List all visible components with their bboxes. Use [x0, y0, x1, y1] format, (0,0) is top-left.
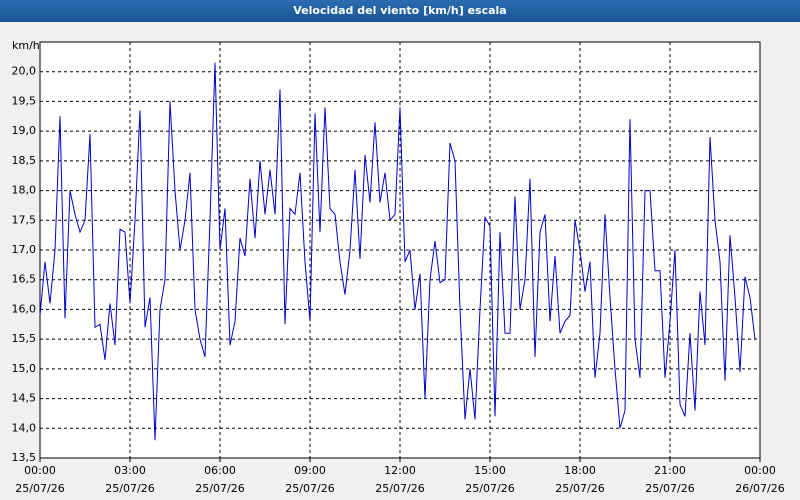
- title-bar: Velocidad del viento [km/h] escala: [0, 0, 800, 22]
- y-tick-label: 18,0: [12, 184, 37, 197]
- y-tick-label: 20,0: [12, 65, 37, 78]
- y-tick-label: 19,5: [12, 94, 37, 107]
- plot-border: [39, 41, 761, 459]
- y-tick-label: 16,5: [12, 273, 37, 286]
- x-tick-label: 18:00 25/07/26: [555, 464, 605, 495]
- x-tick-label: 03:00 25/07/26: [105, 464, 155, 495]
- y-tick-label: 17,5: [12, 213, 37, 226]
- x-tick-label: 00:00 25/07/26: [15, 464, 65, 495]
- y-axis-label: km/h: [12, 39, 40, 52]
- y-tick-label: 17,0: [12, 243, 37, 256]
- x-tick-label: 15:00 25/07/26: [465, 464, 515, 495]
- y-tick-label: 14,0: [12, 421, 37, 434]
- x-tick-label: 21:00 25/07/26: [645, 464, 695, 495]
- data-line: [39, 62, 756, 441]
- y-tick-label: 15,5: [12, 332, 37, 345]
- y-tick-label: 15,0: [12, 362, 37, 375]
- x-tick-label: 09:00 25/07/26: [285, 464, 335, 495]
- x-tick-label: 00:00 26/07/26: [735, 464, 785, 495]
- x-tick-label: 12:00 25/07/26: [375, 464, 425, 495]
- y-tick-label: 16,0: [12, 302, 37, 315]
- y-tick-label: 18,5: [12, 154, 37, 167]
- y-tick-label: 19,0: [12, 124, 37, 137]
- y-tick-label: 14,5: [12, 392, 37, 405]
- x-tick-label: 06:00 25/07/26: [195, 464, 245, 495]
- y-tick-label: 13,5: [12, 451, 37, 464]
